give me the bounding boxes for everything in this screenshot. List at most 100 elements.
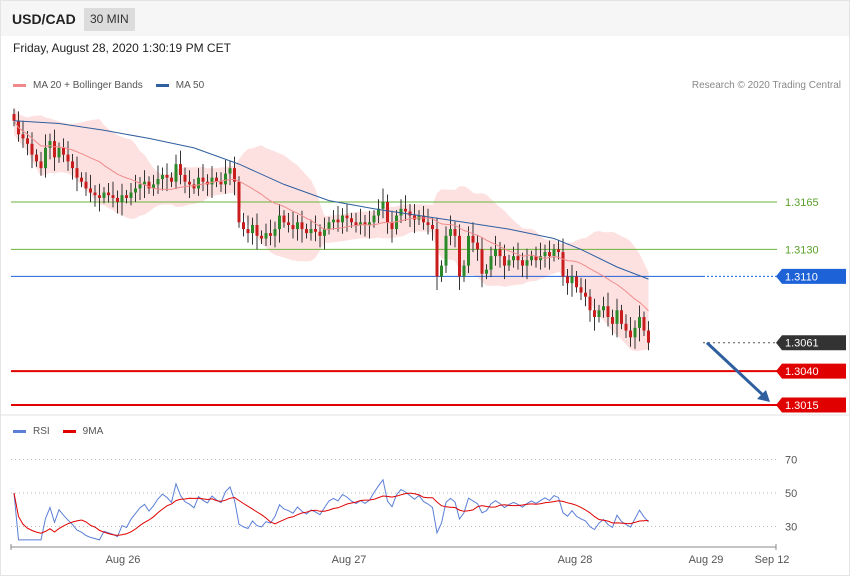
candle-body bbox=[318, 231, 322, 236]
level-tag-1.3015 bbox=[776, 397, 846, 413]
candle-body bbox=[66, 154, 70, 162]
candle-body bbox=[102, 192, 106, 198]
rsi-9ma-line bbox=[13, 492, 649, 536]
candle-body bbox=[291, 225, 295, 230]
candle-body bbox=[408, 211, 412, 216]
candle-body bbox=[354, 222, 358, 226]
candle-body bbox=[246, 229, 250, 234]
candle-body bbox=[345, 215, 349, 219]
candle-body bbox=[404, 208, 407, 212]
candle-body bbox=[237, 181, 241, 223]
forecast-arrow-head bbox=[757, 390, 770, 402]
legend-9ma: 9MA bbox=[62, 426, 103, 437]
candle-body bbox=[606, 306, 610, 318]
candle-body bbox=[264, 233, 268, 239]
candle-body bbox=[179, 164, 182, 175]
candle-body bbox=[147, 181, 151, 189]
candle-body bbox=[152, 184, 155, 189]
candle-body bbox=[305, 229, 308, 234]
candle-body bbox=[377, 208, 380, 216]
candle-body bbox=[359, 222, 362, 226]
candle-body bbox=[530, 256, 533, 261]
candle-body bbox=[593, 310, 596, 318]
candle-body bbox=[584, 292, 587, 297]
candle-body bbox=[525, 260, 529, 266]
candle-body bbox=[210, 177, 214, 185]
candle-body bbox=[368, 222, 371, 226]
legend-ma50: MA 50 bbox=[155, 80, 204, 91]
candle-body bbox=[341, 215, 344, 223]
candle-body bbox=[503, 256, 506, 266]
candle-body bbox=[489, 256, 493, 270]
candle-body bbox=[296, 222, 299, 230]
legend-ma20-label: MA 20 + Bollinger Bands bbox=[33, 80, 143, 91]
forecast-arrow bbox=[705, 341, 770, 402]
x-tick-label: Aug 27 bbox=[332, 554, 367, 566]
candle-body bbox=[579, 287, 583, 293]
candle-body bbox=[350, 218, 353, 223]
candle-body bbox=[642, 317, 646, 331]
ma50-line bbox=[13, 120, 649, 280]
candle-body bbox=[273, 229, 277, 236]
candle-body bbox=[471, 235, 475, 243]
candle-body bbox=[399, 208, 403, 216]
candle-body bbox=[125, 195, 128, 198]
candle-body bbox=[602, 306, 605, 311]
candle-body bbox=[413, 215, 416, 220]
candle-body bbox=[120, 195, 124, 202]
candle-body bbox=[431, 225, 434, 230]
symbol-title: USD/CAD bbox=[12, 11, 76, 27]
rsi-tick-label: 30 bbox=[785, 522, 797, 534]
level-tag-1.3110 bbox=[776, 268, 846, 284]
x-tick-label: Aug 28 bbox=[558, 554, 593, 566]
candle-body bbox=[638, 317, 641, 328]
candle-body bbox=[323, 229, 326, 236]
candle-body bbox=[44, 147, 47, 169]
candle-body bbox=[282, 215, 286, 223]
candle-body bbox=[467, 235, 470, 266]
timeframe-badge[interactable]: 30 MIN bbox=[84, 8, 135, 31]
level-tag-text-1.3061: 1.3061 bbox=[785, 338, 819, 350]
candle-body bbox=[507, 260, 511, 266]
legend-rsi-swatch bbox=[13, 430, 26, 433]
legend-ma20: MA 20 + Bollinger Bands bbox=[13, 80, 143, 91]
candle-body bbox=[183, 174, 187, 182]
candle-body bbox=[89, 188, 92, 193]
candle-body bbox=[426, 222, 430, 226]
candle-body bbox=[327, 222, 331, 230]
candle-body bbox=[386, 202, 389, 223]
candle-body bbox=[588, 296, 592, 311]
forecast-arrow-shaft bbox=[705, 341, 767, 399]
candle-body bbox=[485, 269, 488, 274]
candle-body bbox=[255, 225, 259, 236]
candle-body bbox=[372, 215, 376, 223]
candle-body bbox=[156, 178, 160, 185]
candle-body bbox=[242, 222, 245, 230]
candle-body bbox=[53, 141, 56, 158]
rsi-tick-label: 50 bbox=[785, 488, 797, 500]
candle-body bbox=[12, 114, 16, 121]
candle-body bbox=[633, 327, 637, 338]
candle-body bbox=[111, 195, 115, 198]
x-tick-label: Aug 29 bbox=[689, 554, 724, 566]
candle-body bbox=[143, 181, 146, 185]
candle-body bbox=[566, 276, 569, 284]
candle-body bbox=[170, 177, 173, 182]
x-tick-label: Aug 26 bbox=[106, 554, 141, 566]
candle-body bbox=[269, 233, 272, 236]
candle-body bbox=[575, 276, 578, 288]
candle-body bbox=[314, 229, 317, 232]
candle-body bbox=[548, 252, 551, 257]
candle-body bbox=[512, 256, 515, 261]
candle-body bbox=[615, 310, 619, 324]
candle-body bbox=[629, 330, 632, 338]
candle-body bbox=[233, 168, 236, 182]
candle-body bbox=[35, 154, 38, 162]
candle-body bbox=[476, 242, 479, 250]
candle-body bbox=[219, 181, 223, 185]
candle-body bbox=[188, 181, 191, 185]
candle-body bbox=[498, 249, 502, 257]
candle-body bbox=[80, 177, 83, 182]
header-bar: USD/CAD 30 MIN bbox=[1, 1, 849, 36]
